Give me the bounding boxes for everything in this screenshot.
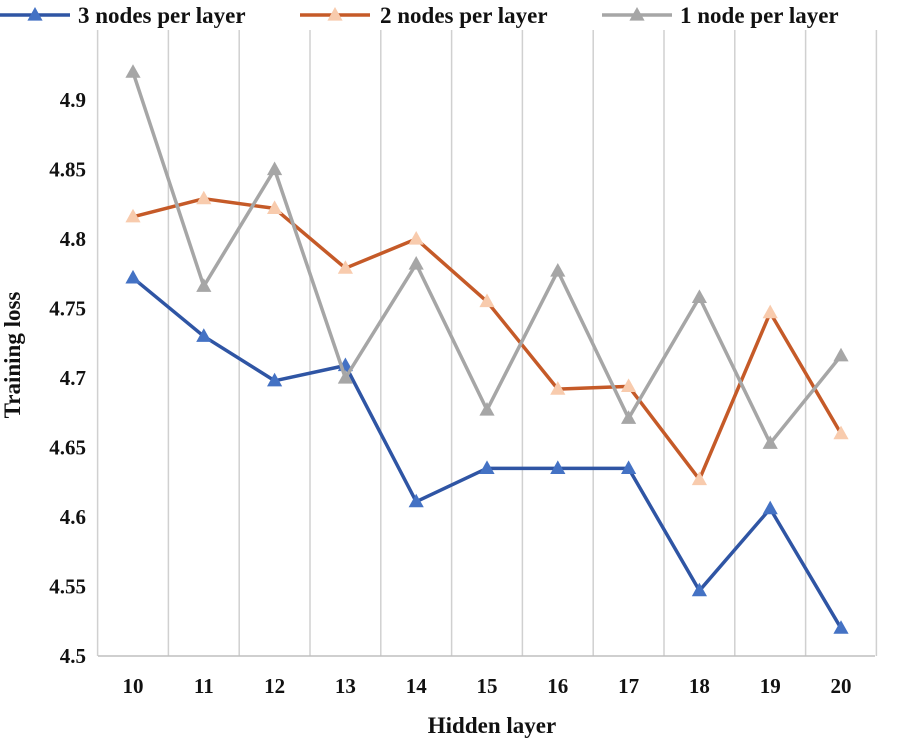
legend-marker <box>27 7 43 21</box>
data-point <box>621 410 637 424</box>
data-point <box>196 190 212 205</box>
data-point <box>408 256 424 270</box>
data-point <box>267 372 283 387</box>
data-point <box>337 260 353 274</box>
legend-entry-2: 2 nodes per layer <box>300 3 548 28</box>
data-point <box>833 620 849 634</box>
legend-label: 2 nodes per layer <box>380 3 548 28</box>
series-group <box>125 64 849 634</box>
data-point <box>833 347 849 362</box>
data-point <box>479 460 495 474</box>
data-point <box>479 293 495 308</box>
legend-marker <box>327 7 343 21</box>
y-tick-label: 4.9 <box>60 88 86 112</box>
y-tick-label: 4.6 <box>60 505 86 529</box>
data-point <box>833 425 849 440</box>
data-point <box>267 200 283 215</box>
y-axis-title: Training loss <box>0 292 25 419</box>
x-tick-label: 20 <box>831 674 852 698</box>
y-tick-label: 4.8 <box>60 227 86 251</box>
data-point <box>408 493 424 508</box>
data-point <box>762 500 778 515</box>
data-point <box>691 289 707 303</box>
y-axis-ticks: 4.5 4.55 4.6 4.65 4.7 4.75 4.8 4.85 4.9 <box>49 88 86 668</box>
data-point <box>550 460 566 474</box>
data-point <box>196 278 212 292</box>
y-tick-label: 4.55 <box>49 575 86 599</box>
data-point <box>691 471 707 486</box>
x-tick-label: 11 <box>194 674 214 698</box>
x-tick-label: 19 <box>760 674 781 698</box>
y-tick-label: 4.85 <box>49 158 86 182</box>
y-tick-label: 4.7 <box>60 366 86 390</box>
data-point <box>267 161 283 176</box>
legend-entry-3: 1 node per layer <box>602 3 839 28</box>
x-tick-label: 15 <box>477 674 498 698</box>
legend-label: 3 nodes per layer <box>78 3 246 28</box>
legend-label: 1 node per layer <box>680 3 839 28</box>
series-1 <box>125 269 849 634</box>
y-tick-label: 4.65 <box>49 436 86 460</box>
x-tick-label: 17 <box>618 674 639 698</box>
x-tick-label: 10 <box>123 674 144 698</box>
data-point <box>337 370 353 384</box>
y-tick-label: 4.5 <box>60 644 86 668</box>
data-point <box>408 231 424 245</box>
data-point <box>762 304 778 319</box>
legend-entry-1: 3 nodes per layer <box>0 3 246 28</box>
x-tick-label: 12 <box>264 674 285 698</box>
data-point <box>479 401 495 416</box>
data-point <box>125 64 141 78</box>
legend: 3 nodes per layer 2 nodes per layer 1 node… <box>0 3 839 28</box>
x-tick-label: 13 <box>335 674 356 698</box>
x-tick-label: 16 <box>547 674 568 698</box>
data-point <box>196 328 212 342</box>
x-tick-label: 18 <box>689 674 710 698</box>
legend-marker <box>629 7 645 21</box>
data-point <box>550 262 566 277</box>
y-tick-label: 4.75 <box>49 297 86 321</box>
data-point <box>125 269 141 284</box>
data-point <box>691 582 707 597</box>
data-point <box>762 435 778 449</box>
x-tick-label: 14 <box>406 674 428 698</box>
x-axis-title: Hidden layer <box>428 713 556 738</box>
data-point <box>621 378 637 392</box>
data-point <box>550 381 566 395</box>
data-point <box>621 460 637 474</box>
data-point <box>125 208 141 223</box>
series-3 <box>125 64 849 449</box>
x-axis-ticks: 10 11 12 13 14 15 16 17 18 19 20 <box>123 674 852 698</box>
